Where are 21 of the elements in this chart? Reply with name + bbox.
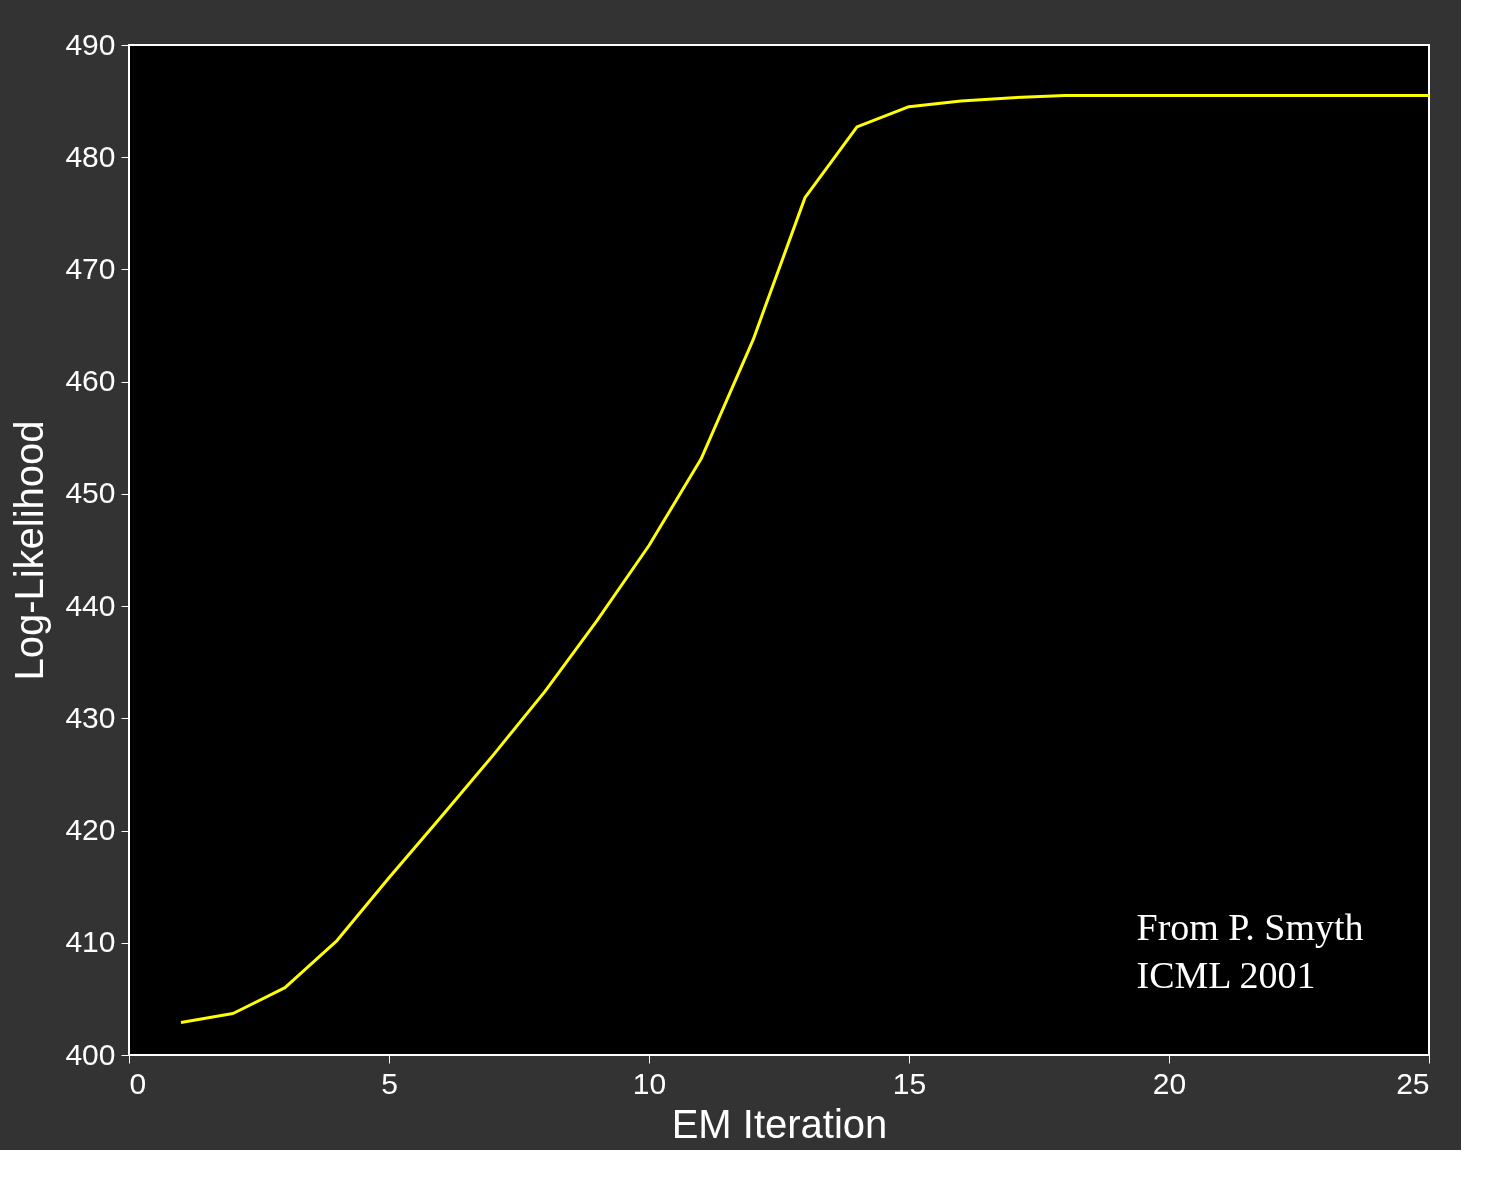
x-tick-label: 20 [1152,1066,1187,1100]
x-tick-label: 0 [129,1066,147,1100]
y-tick-label: 420 [65,813,116,847]
annotation: ICML 2001 [1136,953,1316,996]
y-tick-label: 440 [65,588,116,622]
x-axis-title: EM Iteration [671,1101,888,1146]
x-tick-label: 25 [1396,1066,1430,1100]
y-tick-label: 470 [65,251,116,285]
annotation: From P. Smyth [1136,905,1364,948]
y-tick-label: 450 [65,476,116,510]
y-tick-label: 410 [65,925,116,959]
x-tick-label: 10 [632,1066,667,1100]
y-tick-label: 430 [65,700,116,734]
x-tick-label: 5 [381,1066,398,1100]
y-tick-label: 460 [65,364,116,398]
x-tick-label: 15 [892,1066,927,1100]
y-tick-label: 400 [65,1037,116,1071]
y-tick-label: 490 [65,27,116,61]
line-series [179,94,1431,1024]
y-axis-title: Log-Likelihood [7,420,52,681]
y-tick-label: 480 [65,139,116,173]
